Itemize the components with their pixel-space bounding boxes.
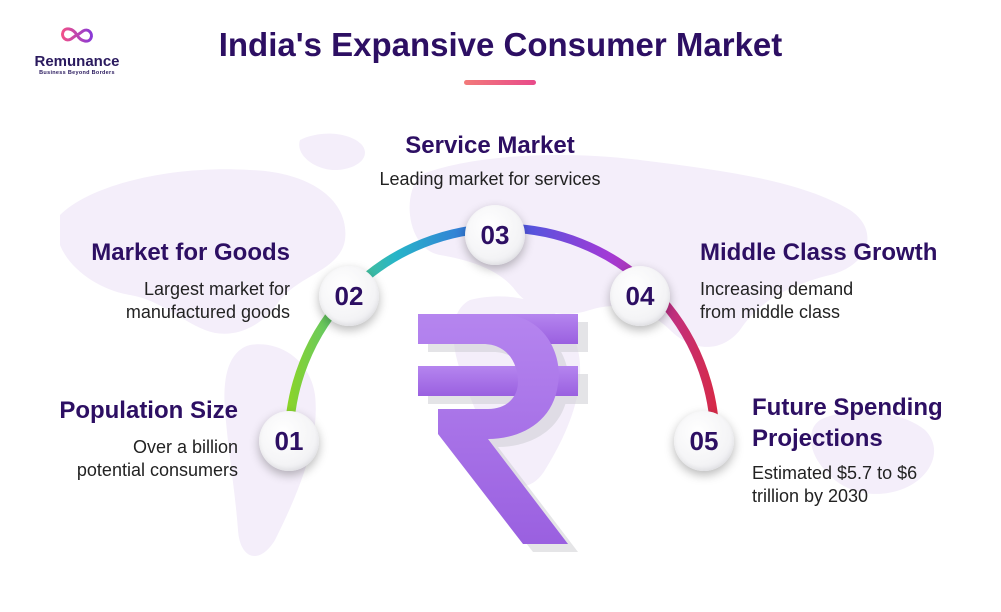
middle-class-growth-heading: Middle Class Growth bbox=[700, 239, 938, 266]
future-spending-heading-line2: Projections bbox=[752, 425, 883, 452]
future-spending-heading-line1: Future Spending bbox=[752, 394, 943, 421]
step-badge-05: 05 bbox=[674, 411, 734, 471]
population-size-desc-line2: potential consumers bbox=[76, 460, 238, 480]
title-underline bbox=[464, 80, 536, 85]
market-for-goods-heading: Market for Goods bbox=[91, 239, 290, 266]
step-badge-02: 02 bbox=[319, 266, 379, 326]
step-badge-03: 03 bbox=[465, 205, 525, 265]
service-market-heading: Service Market bbox=[405, 132, 575, 159]
future-spending-desc-line2: trillion by 2030 bbox=[752, 486, 869, 506]
logo-name: Remunance bbox=[34, 53, 120, 70]
logo-tagline: Business Beyond Borders bbox=[39, 70, 115, 76]
market-for-goods-desc-line1: Largest market for bbox=[143, 279, 290, 299]
page-title: India's Expansive Consumer Market bbox=[218, 26, 783, 63]
middle-class-growth-desc-line1: Increasing demand bbox=[700, 279, 854, 299]
population-size-heading: Population Size bbox=[59, 397, 238, 424]
infinity-icon bbox=[61, 27, 93, 43]
brand-logo[interactable]: Remunance Business Beyond Borders bbox=[22, 24, 132, 76]
market-for-goods-desc-line2: manufactured goods bbox=[125, 302, 290, 322]
middle-class-growth-desc-line2: from middle class bbox=[700, 302, 841, 322]
future-spending-desc-line1: Estimated $5.7 to $6 bbox=[752, 463, 918, 483]
service-market-desc: Leading market for services bbox=[379, 169, 601, 189]
step-badge-04: 04 bbox=[610, 266, 670, 326]
rupee-symbol bbox=[418, 314, 588, 552]
population-size-desc-line1: Over a billion bbox=[132, 437, 238, 457]
step-badge-01: 01 bbox=[259, 411, 319, 471]
